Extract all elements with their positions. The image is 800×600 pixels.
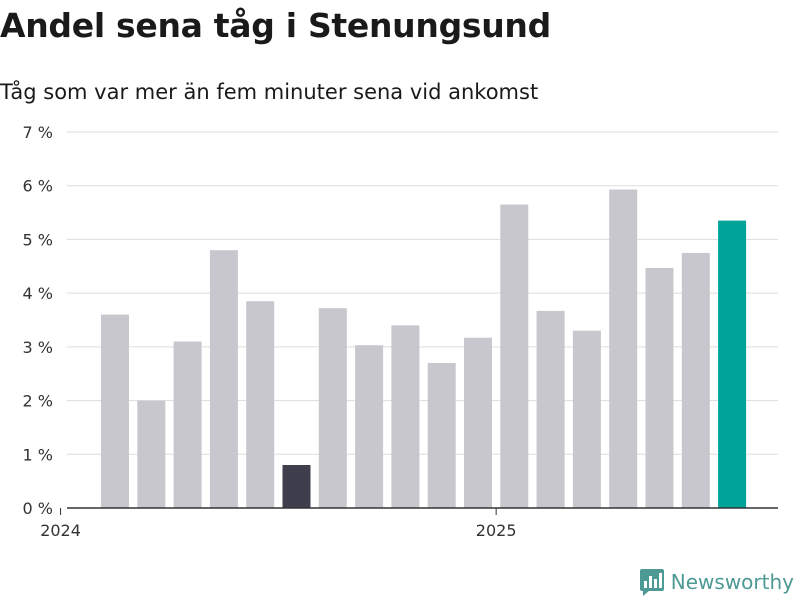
newsworthy-logo-icon (639, 569, 664, 596)
y-tick-label: 1 % (23, 445, 53, 464)
bar (609, 189, 638, 508)
bar (718, 220, 747, 508)
y-tick-label: 7 % (23, 123, 53, 142)
bar (101, 314, 129, 508)
bar (282, 465, 311, 508)
x-tick-label: 2024 (40, 521, 81, 540)
brand-name: Newsworthy (670, 570, 794, 594)
chart-subtitle: Tåg som var mer än fem minuter sena vid … (0, 80, 539, 104)
brand: Newsworthy (639, 567, 794, 597)
y-tick-label: 0 % (23, 499, 53, 518)
bar (391, 325, 420, 508)
x-tick-label: 2025 (476, 521, 517, 540)
y-tick-label: 6 % (23, 177, 53, 196)
y-tick-label: 4 % (23, 284, 53, 303)
bar (681, 252, 710, 508)
y-tick-label: 3 % (23, 338, 53, 357)
bar (536, 310, 565, 508)
bar (137, 400, 166, 508)
bar (246, 301, 275, 508)
x-axis-ticks: 2024 2025 (40, 508, 517, 540)
y-tick-label: 2 % (23, 392, 53, 411)
bar (209, 250, 238, 508)
bar (427, 363, 456, 508)
bar (500, 204, 529, 508)
bar (464, 337, 492, 508)
y-tick-label: 5 % (23, 230, 53, 249)
chart-title: Andel sena tåg i Stenungsund (0, 6, 551, 45)
bar (173, 341, 202, 508)
bar (572, 330, 601, 508)
bar (645, 267, 674, 508)
y-axis-ticks: 0 % 1 % 2 % 3 % 4 % 5 % 6 % 7 % (23, 123, 53, 518)
bars (101, 189, 747, 508)
bar (318, 308, 347, 508)
bar (355, 345, 384, 508)
